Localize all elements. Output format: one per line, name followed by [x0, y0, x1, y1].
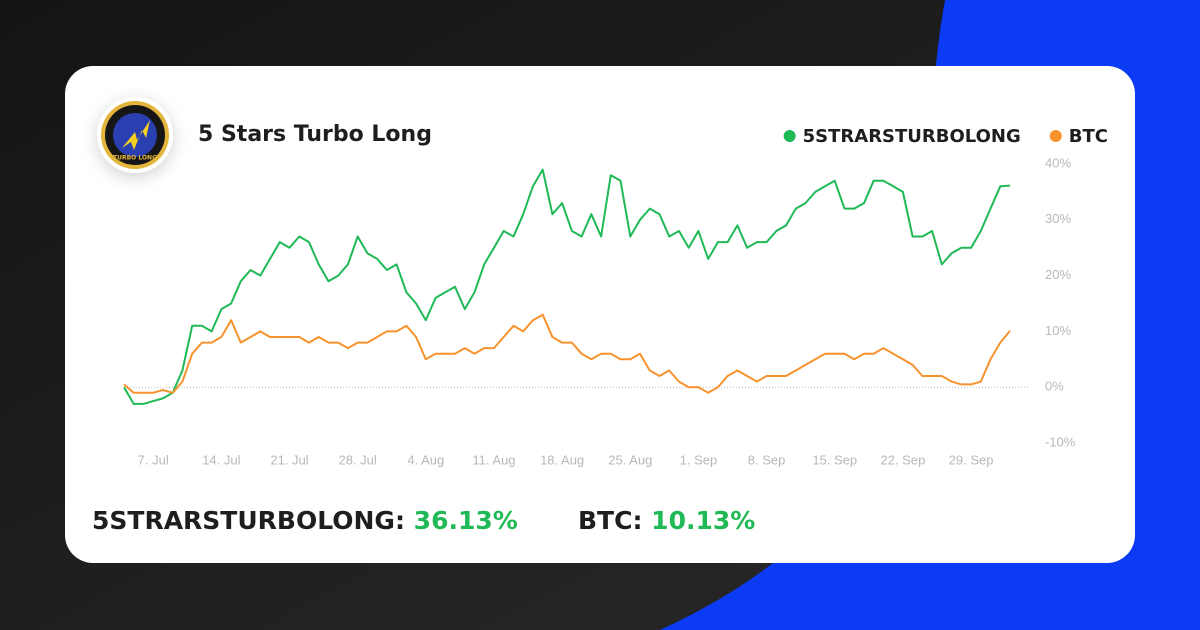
- x-tick-label: 25. Aug: [608, 452, 652, 467]
- summary-label: BTC:: [578, 506, 642, 535]
- legend-label: 5STRARSTURBOLONG: [803, 126, 1021, 147]
- y-tick-label: -10%: [1045, 434, 1076, 449]
- legend-swatch: [783, 130, 796, 142]
- card: [65, 66, 1135, 563]
- x-tick-label: 29. Sep: [949, 452, 994, 467]
- y-tick-label: 30%: [1045, 211, 1071, 226]
- logo: TURBO LONG: [97, 97, 173, 173]
- x-tick-label: 1. Sep: [680, 452, 718, 467]
- summary-item: BTC: 10.13%: [578, 506, 755, 535]
- x-tick-label: 14. Jul: [202, 452, 240, 467]
- y-tick-label: 0%: [1045, 379, 1064, 394]
- x-tick-label: 7. Jul: [138, 452, 169, 467]
- summary-item: 5STRARSTURBOLONG: 36.13%: [92, 506, 518, 535]
- y-tick-label: 20%: [1045, 267, 1071, 282]
- summary-label: 5STRARSTURBOLONG:: [92, 506, 405, 535]
- x-tick-label: 21. Jul: [270, 452, 308, 467]
- y-tick-label: 10%: [1045, 323, 1071, 338]
- y-tick-label: 40%: [1045, 155, 1071, 170]
- x-tick-label: 4. Aug: [407, 452, 444, 467]
- legend: BTC 5STRARSTURBOLONG: [783, 126, 1108, 147]
- legend-swatch: [1049, 130, 1062, 142]
- x-tick-label: 11. Aug: [472, 452, 515, 467]
- x-tick-label: 22. Sep: [880, 452, 925, 467]
- series-line: [123, 168, 1011, 405]
- x-tick-label: 8. Sep: [748, 452, 786, 467]
- summary-value: 10.13%: [651, 506, 755, 535]
- legend-label: BTC: [1069, 126, 1108, 147]
- x-tick-label: 18. Aug: [540, 452, 584, 467]
- plot: -10% 0% 10% 20% 30% 40% 7. Jul 14. Jul 21. Jul 28…: [123, 155, 1076, 467]
- summary-value: 36.13%: [414, 506, 518, 535]
- logo-text: TURBO LONG: [113, 155, 157, 162]
- series-line: [123, 313, 1011, 394]
- x-tick-label: 15. Sep: [812, 452, 857, 467]
- title: 5 Stars Turbo Long: [198, 122, 432, 147]
- x-tick-label: 28. Jul: [339, 452, 377, 467]
